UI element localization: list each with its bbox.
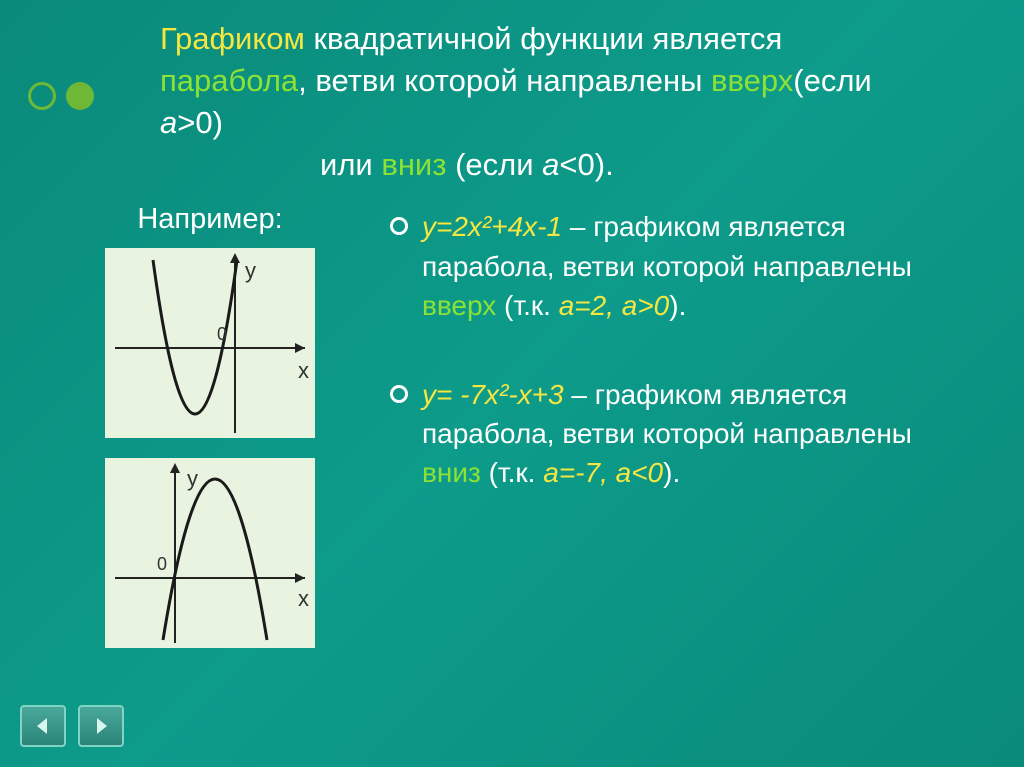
text: ). xyxy=(663,457,680,488)
next-button[interactable] xyxy=(78,705,124,747)
arrow-left-icon xyxy=(33,716,53,736)
bullet-ring-icon xyxy=(390,217,408,235)
parabola-down-svg xyxy=(105,458,315,648)
direction: вверх xyxy=(422,290,496,321)
text: ). xyxy=(669,290,686,321)
formula: у=2х²+4х-1 xyxy=(422,211,562,242)
title-block: Графиком квадратичной функции является п… xyxy=(160,18,934,185)
chart-parabola-up: у х 0 xyxy=(105,248,315,438)
bullet-text: у= -7х²-х+3 – графиком является парабола… xyxy=(422,375,974,493)
coef: а=-7, а<0 xyxy=(543,457,663,488)
origin-label: 0 xyxy=(157,554,167,575)
prev-button[interactable] xyxy=(20,705,66,747)
nav-arrows xyxy=(20,705,124,747)
title-span: парабола xyxy=(160,63,298,98)
direction: вниз xyxy=(422,457,481,488)
origin-label: 0 xyxy=(217,324,227,345)
body-row: Например: у х 0 xyxy=(50,203,974,668)
bullet-item: у= -7х²-х+3 – графиком является парабола… xyxy=(390,375,974,493)
title-span: квадратичной функции является xyxy=(305,21,783,56)
bullet-text: у=2х²+4х-1 – графиком является парабола,… xyxy=(422,207,974,325)
title-span: вверх xyxy=(711,63,793,98)
title-span: >0) xyxy=(177,105,223,140)
coef: а=2, а>0 xyxy=(559,290,670,321)
title-span: <0). xyxy=(559,147,613,182)
text: (т.к. xyxy=(496,290,558,321)
text: (т.к. xyxy=(481,457,543,488)
example-label: Например: xyxy=(50,203,370,236)
title-span: (если xyxy=(793,63,871,98)
title-span: а xyxy=(160,105,177,140)
arrow-right-icon xyxy=(91,716,111,736)
axis-y-label: у xyxy=(187,466,198,492)
title-span: Графиком xyxy=(160,21,305,56)
axis-y-label: у xyxy=(245,258,256,284)
slide: Графиком квадратичной функции является п… xyxy=(0,0,1024,767)
chart-parabola-down: у х 0 xyxy=(105,458,315,648)
title-span: или xyxy=(320,147,381,182)
dot-solid-icon xyxy=(66,82,94,110)
axis-x-label: х xyxy=(298,586,309,612)
title-span: , ветви которой направлены xyxy=(298,63,711,98)
bullet-item: у=2х²+4х-1 – графиком является парабола,… xyxy=(390,207,974,325)
formula: у= -7х²-х+3 xyxy=(422,379,564,410)
title-span: а xyxy=(542,147,559,182)
right-column: у=2х²+4х-1 – графиком является парабола,… xyxy=(390,203,974,668)
left-column: Например: у х 0 xyxy=(50,203,370,668)
bullet-ring-icon xyxy=(390,385,408,403)
title-span: вниз xyxy=(381,147,446,182)
axis-x-label: х xyxy=(298,358,309,384)
dot-outline-icon xyxy=(28,82,56,110)
decorative-dots xyxy=(28,82,94,110)
parabola-up-svg xyxy=(105,248,315,438)
title-span: (если xyxy=(446,147,542,182)
